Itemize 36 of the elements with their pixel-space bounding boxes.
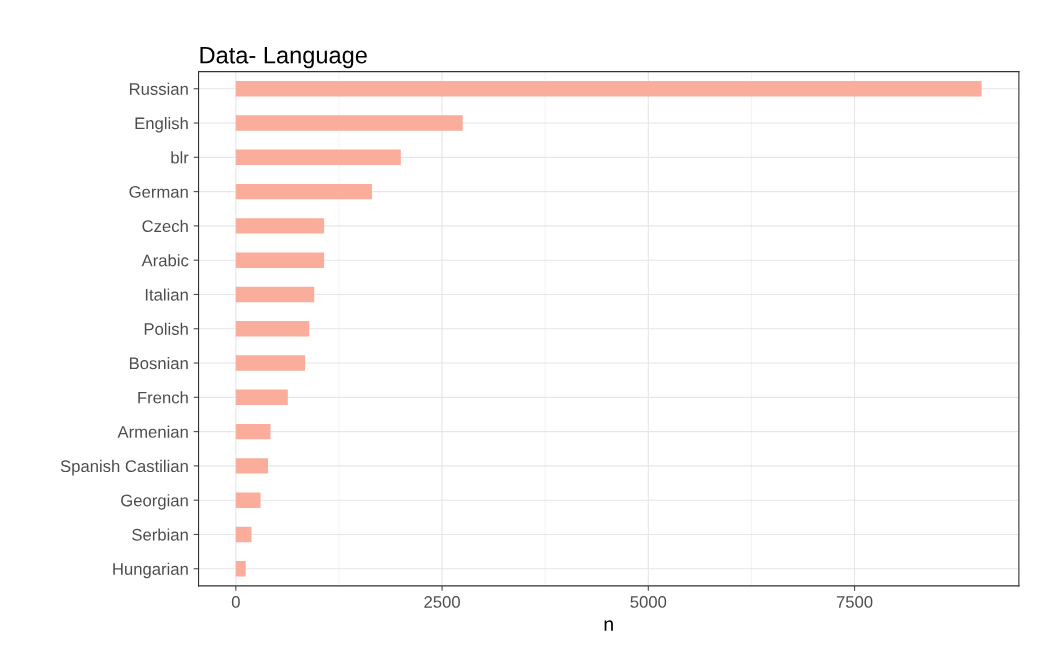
y-tick-label: French — [138, 391, 188, 404]
y-tick-label: blr — [171, 151, 189, 164]
y-tick-label: Georgian — [121, 494, 188, 510]
bar — [235, 115, 463, 131]
x-tick-label: 0 — [231, 596, 240, 608]
bar — [235, 252, 325, 268]
bar — [235, 423, 271, 440]
bar — [235, 492, 261, 508]
chart-title: Data- Language — [200, 47, 367, 69]
x-tick-label: 7500 — [836, 596, 873, 608]
bar — [235, 355, 306, 371]
bar — [235, 458, 269, 474]
y-tick-label: Italian — [145, 288, 188, 301]
bar — [235, 561, 246, 577]
bar — [235, 526, 252, 543]
y-tick-label: English — [135, 117, 188, 133]
y-tick-label: German — [129, 186, 188, 198]
x-tick-label: 2500 — [424, 596, 460, 608]
y-tick-label: Polish — [144, 322, 188, 335]
bar — [235, 183, 372, 200]
y-tick-label: Serbian — [132, 528, 188, 541]
bar — [235, 81, 982, 97]
bar — [235, 286, 315, 303]
bar — [235, 149, 401, 166]
y-tick-label: Russian — [129, 82, 188, 95]
bar — [235, 218, 325, 234]
y-tick-label: Bosnian — [129, 357, 188, 370]
bar — [235, 389, 288, 406]
x-axis-title: n — [604, 620, 613, 631]
y-tick-label: Hungarian — [113, 562, 188, 579]
y-tick-label: Armenian — [117, 425, 188, 438]
y-tick-label: Spanish Castilian — [60, 459, 188, 476]
y-tick-label: Czech — [142, 219, 188, 233]
bar — [235, 321, 310, 337]
x-tick-label: 5000 — [630, 596, 667, 608]
y-tick-label: Arabic — [141, 254, 189, 267]
